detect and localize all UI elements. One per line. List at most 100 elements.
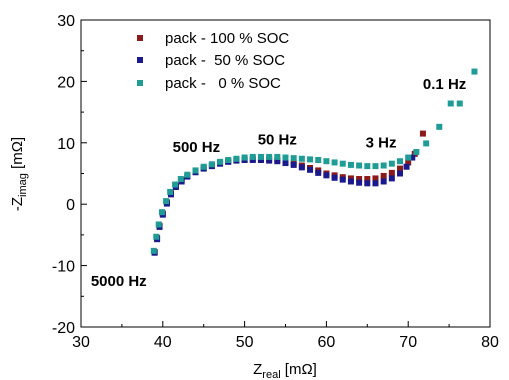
axis-ticks [80, 19, 491, 328]
data-point-series-2 [266, 153, 273, 160]
data-point-series-2 [397, 158, 404, 165]
frequency-label: 50 Hz [258, 132, 297, 149]
y-axis-title: -Zimag [mΩ] [9, 137, 29, 211]
data-point-series-0 [364, 176, 371, 183]
y-tick-label: 20 [57, 74, 75, 91]
data-point-series-0 [372, 175, 379, 182]
data-point-series-2 [471, 68, 478, 75]
x-axis-title-unit: [mΩ] [281, 361, 317, 378]
data-point-series-2 [380, 162, 387, 169]
x-axis-title-sub: real [262, 369, 280, 380]
data-point-series-2 [167, 188, 174, 195]
tick-labels: 30 40 50 60 70 80 -20 -10 0 10 20 30 [52, 13, 499, 351]
frequency-label: 0.1 Hz [423, 76, 466, 93]
data-point-series-0 [380, 172, 387, 179]
data-point-series-1 [388, 175, 395, 182]
data-point-series-2 [208, 161, 215, 168]
data-point-series-1 [266, 157, 273, 164]
legend-marker-0-soc [137, 80, 143, 86]
data-point-series-2 [331, 159, 338, 166]
data-point-series-2 [413, 149, 420, 156]
data-point-series-1 [274, 158, 281, 165]
x-tick-label: 30 [72, 334, 90, 351]
x-axis-title: Zreal [mΩ] [253, 361, 317, 380]
data-point-series-2 [257, 153, 264, 160]
data-point-series-1 [315, 169, 322, 176]
data-point-series-1 [307, 166, 314, 173]
y-axis-title-unit: [mΩ] [9, 137, 26, 173]
data-point-series-1 [249, 156, 256, 163]
legend-marker-100-soc [137, 35, 143, 41]
data-point-series-2 [323, 158, 330, 165]
data-point-series-2 [217, 158, 224, 165]
data-point-series-2 [150, 247, 157, 254]
data-point-series-2 [192, 167, 199, 174]
frequency-label: 5000 Hz [91, 273, 147, 290]
data-point-series-2 [447, 100, 454, 107]
frequency-label: 3 Hz [366, 135, 397, 152]
data-point-series-2 [153, 233, 160, 240]
data-point-series-0 [397, 165, 404, 172]
data-point-series-1 [372, 180, 379, 187]
data-point-series-1 [380, 178, 387, 185]
x-axis-title-main: Z [253, 361, 262, 378]
legend-label-50-soc: pack - 50 % SOC [165, 52, 285, 69]
data-point-series-1 [339, 176, 346, 183]
y-tick-label: 0 [66, 197, 75, 214]
data-point-series-1 [323, 172, 330, 179]
data-point-series-1 [298, 164, 305, 171]
data-point-series-2 [163, 198, 170, 205]
x-tick-label: 40 [154, 334, 172, 351]
y-tick-label: 10 [57, 136, 75, 153]
legend-marker-50-soc [137, 57, 143, 63]
frequency-annotations: 5000 Hz 500 Hz 50 Hz 3 Hz 0.1 Hz [91, 76, 466, 290]
y-axis-title-sub: imag [17, 173, 29, 197]
data-point-series-1 [397, 170, 404, 177]
data-point-series-2 [282, 154, 289, 161]
legend: pack - 100 % SOC pack - 50 % SOC pack - … [137, 30, 289, 92]
data-point-series-2 [456, 100, 463, 107]
y-tick-label: -20 [52, 320, 75, 337]
data-point-series-2 [249, 153, 256, 160]
data-point-series-2 [177, 176, 184, 183]
data-point-series-1 [347, 178, 354, 185]
data-point-series-2 [241, 154, 248, 161]
data-point-series-0 [356, 176, 363, 183]
data-point-series-2 [274, 153, 281, 160]
data-point-series-2 [290, 155, 297, 162]
y-axis-title-main: -Z [9, 197, 26, 211]
data-point-series-2 [225, 156, 232, 163]
data-point-series-2 [200, 163, 207, 170]
data-point-series-1 [403, 163, 410, 170]
legend-label-0-soc: pack - 0 % SOC [165, 75, 281, 92]
data-point-series-2 [436, 123, 443, 130]
legend-label-100-soc: pack - 100 % SOC [165, 30, 289, 47]
data-points [150, 68, 478, 256]
data-point-series-2 [315, 156, 322, 163]
data-point-series-1 [364, 180, 371, 187]
x-tick-label: 80 [481, 334, 499, 351]
data-point-series-2 [155, 221, 162, 228]
data-point-series-2 [172, 181, 179, 188]
data-point-series-2 [158, 209, 165, 216]
data-point-series-2 [184, 171, 191, 178]
data-point-series-0 [347, 175, 354, 182]
data-point-series-0 [419, 130, 426, 137]
data-point-series-1 [331, 174, 338, 181]
data-point-series-2 [298, 155, 305, 162]
x-tick-label: 50 [236, 334, 254, 351]
frequency-label: 500 Hz [173, 139, 221, 156]
data-point-series-2 [364, 163, 371, 170]
data-point-series-1 [257, 156, 264, 163]
data-point-series-0 [405, 159, 412, 166]
data-point-series-2 [233, 155, 240, 162]
data-point-series-2 [405, 154, 412, 161]
data-point-series-2 [347, 161, 354, 168]
data-point-series-2 [372, 163, 379, 170]
data-point-series-2 [388, 160, 395, 167]
y-tick-label: 30 [57, 13, 75, 30]
data-point-series-2 [356, 162, 363, 169]
data-point-series-0 [388, 169, 395, 176]
data-point-series-2 [423, 140, 430, 147]
